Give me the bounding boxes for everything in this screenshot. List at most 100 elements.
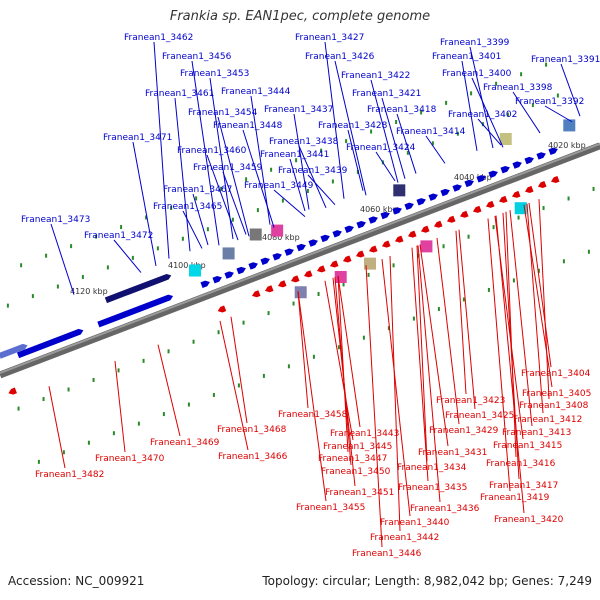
feature-box <box>271 224 284 237</box>
tick-mark-lower <box>442 244 445 249</box>
forward-gene-arrow <box>332 230 342 238</box>
forward-gene-label: Franean1_3399 <box>440 38 510 48</box>
tick-mark-outer <box>70 244 73 249</box>
reverse-gene-label: Franean1_3412 <box>513 415 582 425</box>
tick-mark-bottom <box>387 326 390 331</box>
tick-mark-bottom <box>337 345 340 350</box>
tick-label-kbp: 4020 kbp <box>548 141 586 150</box>
forward-gene-arrow <box>488 170 498 178</box>
reverse-gene-arrow <box>251 290 261 298</box>
tick-mark-lower <box>217 330 220 335</box>
tick-mark-lower <box>17 406 20 411</box>
forward-gene-connector <box>347 129 364 191</box>
forward-gene-arrow <box>428 193 438 201</box>
tick-mark-bottom <box>262 373 265 378</box>
forward-gene-arrow <box>380 211 390 220</box>
reverse-gene-label: Franean1_3442 <box>370 533 439 543</box>
reverse-gene-arrow <box>8 387 17 395</box>
forward-gene-arrow <box>212 276 222 284</box>
forward-gene-connector <box>289 158 306 212</box>
tick-mark-upper <box>531 103 534 108</box>
tick-mark-outer <box>20 263 23 268</box>
forward-gene-connector <box>182 210 203 249</box>
reverse-gene-connector <box>297 291 327 502</box>
reverse-gene-connector <box>455 230 467 395</box>
reverse-gene-label: Franean1_3434 <box>397 463 467 473</box>
forward-gene-label: Franean1_3459 <box>193 163 263 173</box>
reverse-gene-arrow <box>277 280 287 288</box>
tick-label-kbp: 4060 kbp <box>360 205 398 214</box>
tick-mark-lower <box>267 311 270 316</box>
reverse-gene-connector <box>505 211 517 458</box>
tick-mark-outer <box>345 139 348 144</box>
tick-mark-upper <box>31 294 34 299</box>
tick-mark-upper <box>431 141 434 146</box>
forward-gene-label: Franean1_3449 <box>244 181 314 191</box>
tick-label-kbp: 4100 kbp <box>168 261 206 270</box>
reverse-gene-connector <box>538 199 550 400</box>
forward-gene-arrow <box>452 184 462 192</box>
forward-gene-connector <box>307 174 336 206</box>
forward-gene-arrow <box>440 188 450 197</box>
forward-gene-label: Franean1_3418 <box>367 105 437 115</box>
forward-gene-connector <box>192 193 209 246</box>
forward-gene-label: Franean1_3454 <box>188 108 258 118</box>
forward-gene-label: Franean1_3437 <box>264 105 333 115</box>
tick-mark-bottom <box>587 249 590 254</box>
reverse-gene-connector <box>48 386 66 469</box>
forward-gene-label: Franean1_3402 <box>448 110 517 120</box>
tick-mark-bottom <box>287 364 290 369</box>
feature-box <box>222 247 235 260</box>
forward-gene-label: Franean1_3424 <box>346 143 416 153</box>
forward-gene-arrow <box>548 147 558 156</box>
forward-gene-connector <box>471 77 504 148</box>
tick-mark-outer <box>420 110 423 115</box>
feature-box <box>563 119 576 132</box>
forward-gene-label: Franean1_3456 <box>162 52 232 62</box>
reverse-gene-label: Franean1_3416 <box>486 459 556 469</box>
backbone-highlight <box>0 142 600 374</box>
reverse-gene-arrow <box>303 270 313 278</box>
tick-mark-lower <box>467 234 470 239</box>
tick-label-kbp: 4120 kbp <box>70 287 108 296</box>
tick-mark-outer <box>45 253 48 258</box>
feature-box <box>393 184 406 197</box>
tick-mark-outer <box>145 215 148 220</box>
reverse-gene-arrow <box>394 235 404 243</box>
forward-gene-connector <box>298 145 327 209</box>
reverse-gene-connector <box>495 215 525 514</box>
tick-mark-lower <box>367 272 370 277</box>
tick-label-kbp: 4080 kbp <box>262 233 300 242</box>
forward-gene-arrow <box>272 253 282 261</box>
forward-gene-connector <box>512 91 541 134</box>
forward-gene-arrow <box>416 198 426 206</box>
reverse-gene-arrow <box>368 245 378 253</box>
map-title: Frankia sp. EAN1pec, complete genome <box>169 9 431 24</box>
reverse-gene-arrow <box>290 275 300 283</box>
reverse-gene-connector <box>230 316 248 424</box>
forward-gene-label: Franean1_3400 <box>442 69 512 79</box>
reverse-gene-arrow <box>459 210 469 218</box>
reverse-gene-label: Franean1_3446 <box>352 549 422 559</box>
reverse-gene-connector <box>219 320 249 451</box>
tick-mark-bottom <box>562 259 565 264</box>
reverse-gene-arrow <box>355 250 365 258</box>
tick-mark-outer <box>370 129 373 134</box>
forward-gene-connector <box>293 113 310 210</box>
tick-mark-bottom <box>237 383 240 388</box>
forward-gene-connector <box>153 41 170 259</box>
reverse-gene-label: Franean1_3423 <box>436 396 505 406</box>
tick-mark-upper <box>456 131 459 136</box>
tick-mark-upper <box>256 208 259 213</box>
reverse-gene-label: Franean1_3445 <box>323 442 392 452</box>
reverse-gene-label: Franean1_3425 <box>445 411 514 421</box>
reverse-gene-label: Franean1_3415 <box>493 441 562 451</box>
forward-gene-block-dark <box>104 273 172 304</box>
accession-label: Accession: NC_009921 <box>8 574 145 588</box>
forward-gene-arrow <box>536 152 546 160</box>
reverse-gene-arrow <box>316 265 326 273</box>
forward-gene-arrow <box>224 271 234 279</box>
reverse-gene-label: Franean1_3447 <box>318 454 387 464</box>
reverse-gene-arrow <box>420 225 430 233</box>
tick-mark-bottom <box>462 297 465 302</box>
